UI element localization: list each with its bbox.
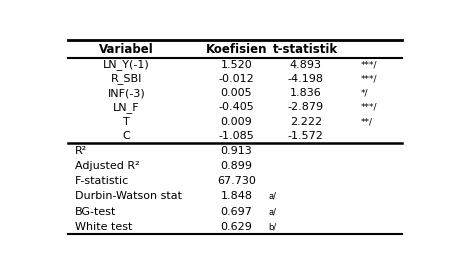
Text: BG-test: BG-test xyxy=(75,207,116,217)
Text: Adjusted R²: Adjusted R² xyxy=(75,161,140,171)
Text: a/: a/ xyxy=(268,207,277,216)
Text: 4.893: 4.893 xyxy=(290,60,322,70)
Text: ***/: ***/ xyxy=(361,60,377,69)
Text: 1.520: 1.520 xyxy=(221,60,252,70)
Text: -0.012: -0.012 xyxy=(218,74,254,84)
Text: Durbin-Watson stat: Durbin-Watson stat xyxy=(75,191,182,201)
Text: F-statistic: F-statistic xyxy=(75,176,129,186)
Text: 67.730: 67.730 xyxy=(217,176,256,186)
Text: **/: **/ xyxy=(361,117,373,126)
Text: T: T xyxy=(123,117,130,127)
Text: ***/: ***/ xyxy=(361,75,377,84)
Text: 2.222: 2.222 xyxy=(289,117,322,127)
Text: -4.198: -4.198 xyxy=(288,74,324,84)
Text: 0.697: 0.697 xyxy=(221,207,252,217)
Text: Koefisien: Koefisien xyxy=(206,43,267,55)
Text: 0.629: 0.629 xyxy=(221,222,252,232)
Text: */: */ xyxy=(361,89,368,98)
Text: 0.899: 0.899 xyxy=(220,161,252,171)
Text: 0.005: 0.005 xyxy=(221,88,252,98)
Text: -0.405: -0.405 xyxy=(218,102,254,113)
Text: 0.009: 0.009 xyxy=(221,117,252,127)
Text: Variabel: Variabel xyxy=(99,43,154,55)
Text: C: C xyxy=(123,131,131,141)
Text: -2.879: -2.879 xyxy=(288,102,324,113)
Text: t-statistik: t-statistik xyxy=(273,43,338,55)
Text: -1.572: -1.572 xyxy=(288,131,324,141)
Text: INF(-3): INF(-3) xyxy=(108,88,145,98)
Text: -1.085: -1.085 xyxy=(218,131,254,141)
Text: 1.836: 1.836 xyxy=(290,88,322,98)
Text: LN_F: LN_F xyxy=(113,102,140,113)
Text: 0.913: 0.913 xyxy=(221,146,252,155)
Text: LN_Y(-1): LN_Y(-1) xyxy=(103,59,150,70)
Text: R_SBI: R_SBI xyxy=(111,74,142,84)
Text: White test: White test xyxy=(75,222,132,232)
Text: a/: a/ xyxy=(268,192,277,201)
Text: ***/: ***/ xyxy=(361,103,377,112)
Text: b/: b/ xyxy=(268,222,277,231)
Text: R²: R² xyxy=(75,146,87,155)
Text: 1.848: 1.848 xyxy=(220,191,252,201)
